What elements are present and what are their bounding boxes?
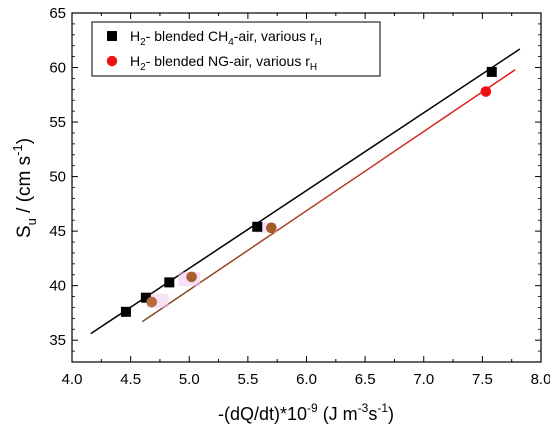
axis-ticks (71, 12, 542, 363)
y-tick-label: 35 (49, 332, 66, 349)
x-tick-label: 7.0 (413, 371, 434, 388)
data-point-ng (480, 86, 492, 97)
legend-label-ch4: H2- blended CH4-air, various rH (130, 28, 322, 48)
data-point-ch4 (140, 292, 151, 303)
data-point-ch4 (164, 277, 175, 288)
x-tick-label: 6.5 (355, 371, 376, 388)
x-tick-label: 8.0 (531, 371, 550, 388)
y-tick-label: 45 (49, 223, 66, 240)
fit-line-ng (141, 69, 516, 323)
legend-box (91, 21, 381, 77)
y-axis-title: Su / (cm s-1) (10, 138, 39, 238)
y-tick-label: 40 (49, 278, 66, 295)
fit-lines (90, 48, 521, 335)
legend-marker-ch4 (107, 31, 117, 41)
y-tick-label: 65 (49, 5, 66, 22)
x-tick-label: 5.5 (237, 371, 258, 388)
legend: H2- blended CH4-air, various rH H2- blen… (91, 21, 381, 77)
x-tick-label: 4.0 (62, 371, 83, 388)
x-tick-label: 7.5 (472, 371, 493, 388)
x-tick-label: 5.0 (179, 371, 200, 388)
data-point-ch4 (252, 221, 263, 232)
x-tick-labels: 4.0 4.5 5.0 5.5 6.0 6.5 7.0 7.5 8.0 (62, 371, 550, 388)
data-point-ng (146, 296, 158, 308)
y-tick-label: 60 (49, 60, 66, 77)
data-point-ch4 (120, 306, 131, 317)
x-tick-label: 4.5 (120, 371, 141, 388)
y-tick-label: 50 (49, 169, 66, 186)
data-point-ng (266, 222, 277, 234)
x-tick-label: 6.0 (296, 371, 317, 388)
y-tick-label: 55 (49, 114, 66, 131)
y-tick-labels: 35 40 45 50 55 60 65 (49, 5, 66, 349)
legend-marker-ng (106, 55, 118, 67)
fit-line-ch4 (90, 48, 521, 335)
data-markers (120, 66, 497, 317)
legend-label-ng: H2- blended NG-air, various rH (130, 53, 317, 73)
data-point-ng (186, 271, 197, 283)
x-axis-title: -(dQ/dt)*10-9 (J m-3s-1) (218, 401, 394, 424)
data-point-ch4 (486, 66, 497, 77)
